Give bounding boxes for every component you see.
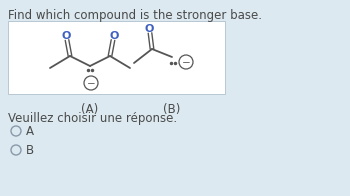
Text: O: O — [109, 31, 119, 41]
FancyBboxPatch shape — [8, 21, 225, 94]
Text: A: A — [26, 125, 34, 138]
Text: O: O — [61, 31, 71, 41]
Text: B: B — [26, 144, 34, 157]
Text: (A): (A) — [81, 103, 99, 116]
Text: −: − — [87, 79, 95, 89]
Text: Veuillez choisir une réponse.: Veuillez choisir une réponse. — [8, 112, 177, 125]
Text: (B): (B) — [163, 103, 181, 116]
Text: O: O — [144, 24, 154, 34]
Text: −: − — [182, 57, 190, 67]
Text: Find which compound is the stronger base.: Find which compound is the stronger base… — [8, 9, 262, 22]
